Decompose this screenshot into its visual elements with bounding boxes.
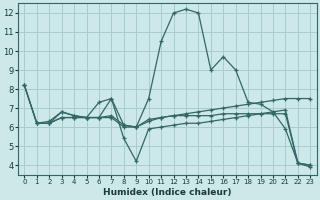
X-axis label: Humidex (Indice chaleur): Humidex (Indice chaleur) bbox=[103, 188, 232, 197]
